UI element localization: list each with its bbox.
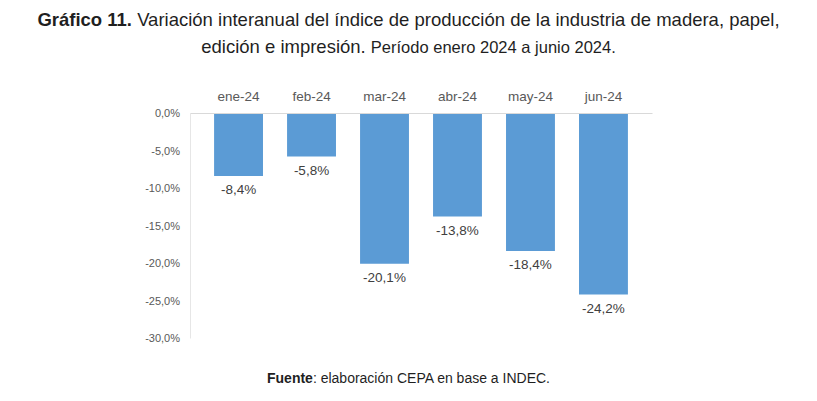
data-label: -18,4% [509, 257, 552, 272]
x-tick: abr-24 [438, 89, 478, 113]
y-tick-label: -20,0% [145, 257, 180, 269]
x-tick: may-24 [508, 89, 554, 113]
title-block: Gráfico 11. Variación interanual del índ… [20, 6, 797, 61]
y-tick: -15,0% [145, 220, 190, 232]
bar [287, 113, 336, 157]
spacer [132, 9, 137, 30]
y-tick-label: -30,0% [145, 332, 180, 344]
y-tick: -10,0% [145, 182, 190, 194]
data-label: -8,4% [221, 182, 256, 197]
bar [214, 113, 263, 176]
subtitle: Período enero 2024 a junio 2024. [371, 38, 616, 56]
bars [214, 113, 628, 295]
data-label: -5,8% [294, 163, 329, 178]
y-tick-label: -15,0% [145, 220, 180, 232]
x-axis-line [191, 113, 653, 114]
x-tick: ene-24 [218, 89, 261, 113]
data-label: -13,8% [436, 223, 479, 238]
bar [579, 113, 628, 295]
x-tick: jun-24 [584, 89, 623, 113]
x-tick: mar-24 [363, 89, 406, 113]
x-tick-label: may-24 [508, 89, 554, 104]
y-tick: -5,0% [151, 145, 190, 157]
x-tick-label: ene-24 [218, 89, 261, 104]
y-tick-label: -5,0% [151, 145, 180, 157]
y-axis: 0,0% -5,0% -10,0% -15,0% -20,0% -25,0% -30,0% [145, 107, 190, 344]
y-tick-label: 0,0% [155, 107, 180, 119]
x-tick-label: mar-24 [363, 89, 406, 104]
y-tick: -25,0% [145, 295, 190, 307]
figure-label: Gráfico 11. [37, 9, 132, 30]
source-block: Fuente: elaboración CEPA en base a INDEC… [0, 370, 817, 386]
y-tick-label: -10,0% [145, 182, 180, 194]
y-tick: -30,0% [145, 332, 190, 344]
source-label: Fuente [267, 370, 313, 386]
data-labels: -8,4% -5,8% -20,1% -13,8% -18,4% -24,2% [221, 163, 625, 316]
y-tick: -20,0% [145, 257, 190, 269]
y-tick-label: -25,0% [145, 295, 180, 307]
bar [506, 113, 555, 251]
x-tick-label: feb-24 [292, 89, 331, 104]
data-label: -20,1% [363, 270, 406, 285]
data-label: -24,2% [582, 301, 625, 316]
spacer [366, 36, 371, 57]
x-axis: ene-24 feb-24 mar-24 abr-24 may-24 jun-24 [191, 89, 653, 114]
source: : elaboración CEPA en base a INDEC. [313, 370, 550, 386]
y-axis-line [190, 114, 191, 339]
x-tick: feb-24 [292, 89, 331, 113]
chart: 0,0% -5,0% -10,0% -15,0% -20,0% -25,0% -30,0% e… [0, 0, 817, 401]
x-tick-label: abr-24 [438, 89, 478, 104]
bar [433, 113, 482, 217]
y-tick: 0,0% [155, 107, 190, 119]
x-tick-label: jun-24 [584, 89, 623, 104]
bar [360, 113, 409, 264]
